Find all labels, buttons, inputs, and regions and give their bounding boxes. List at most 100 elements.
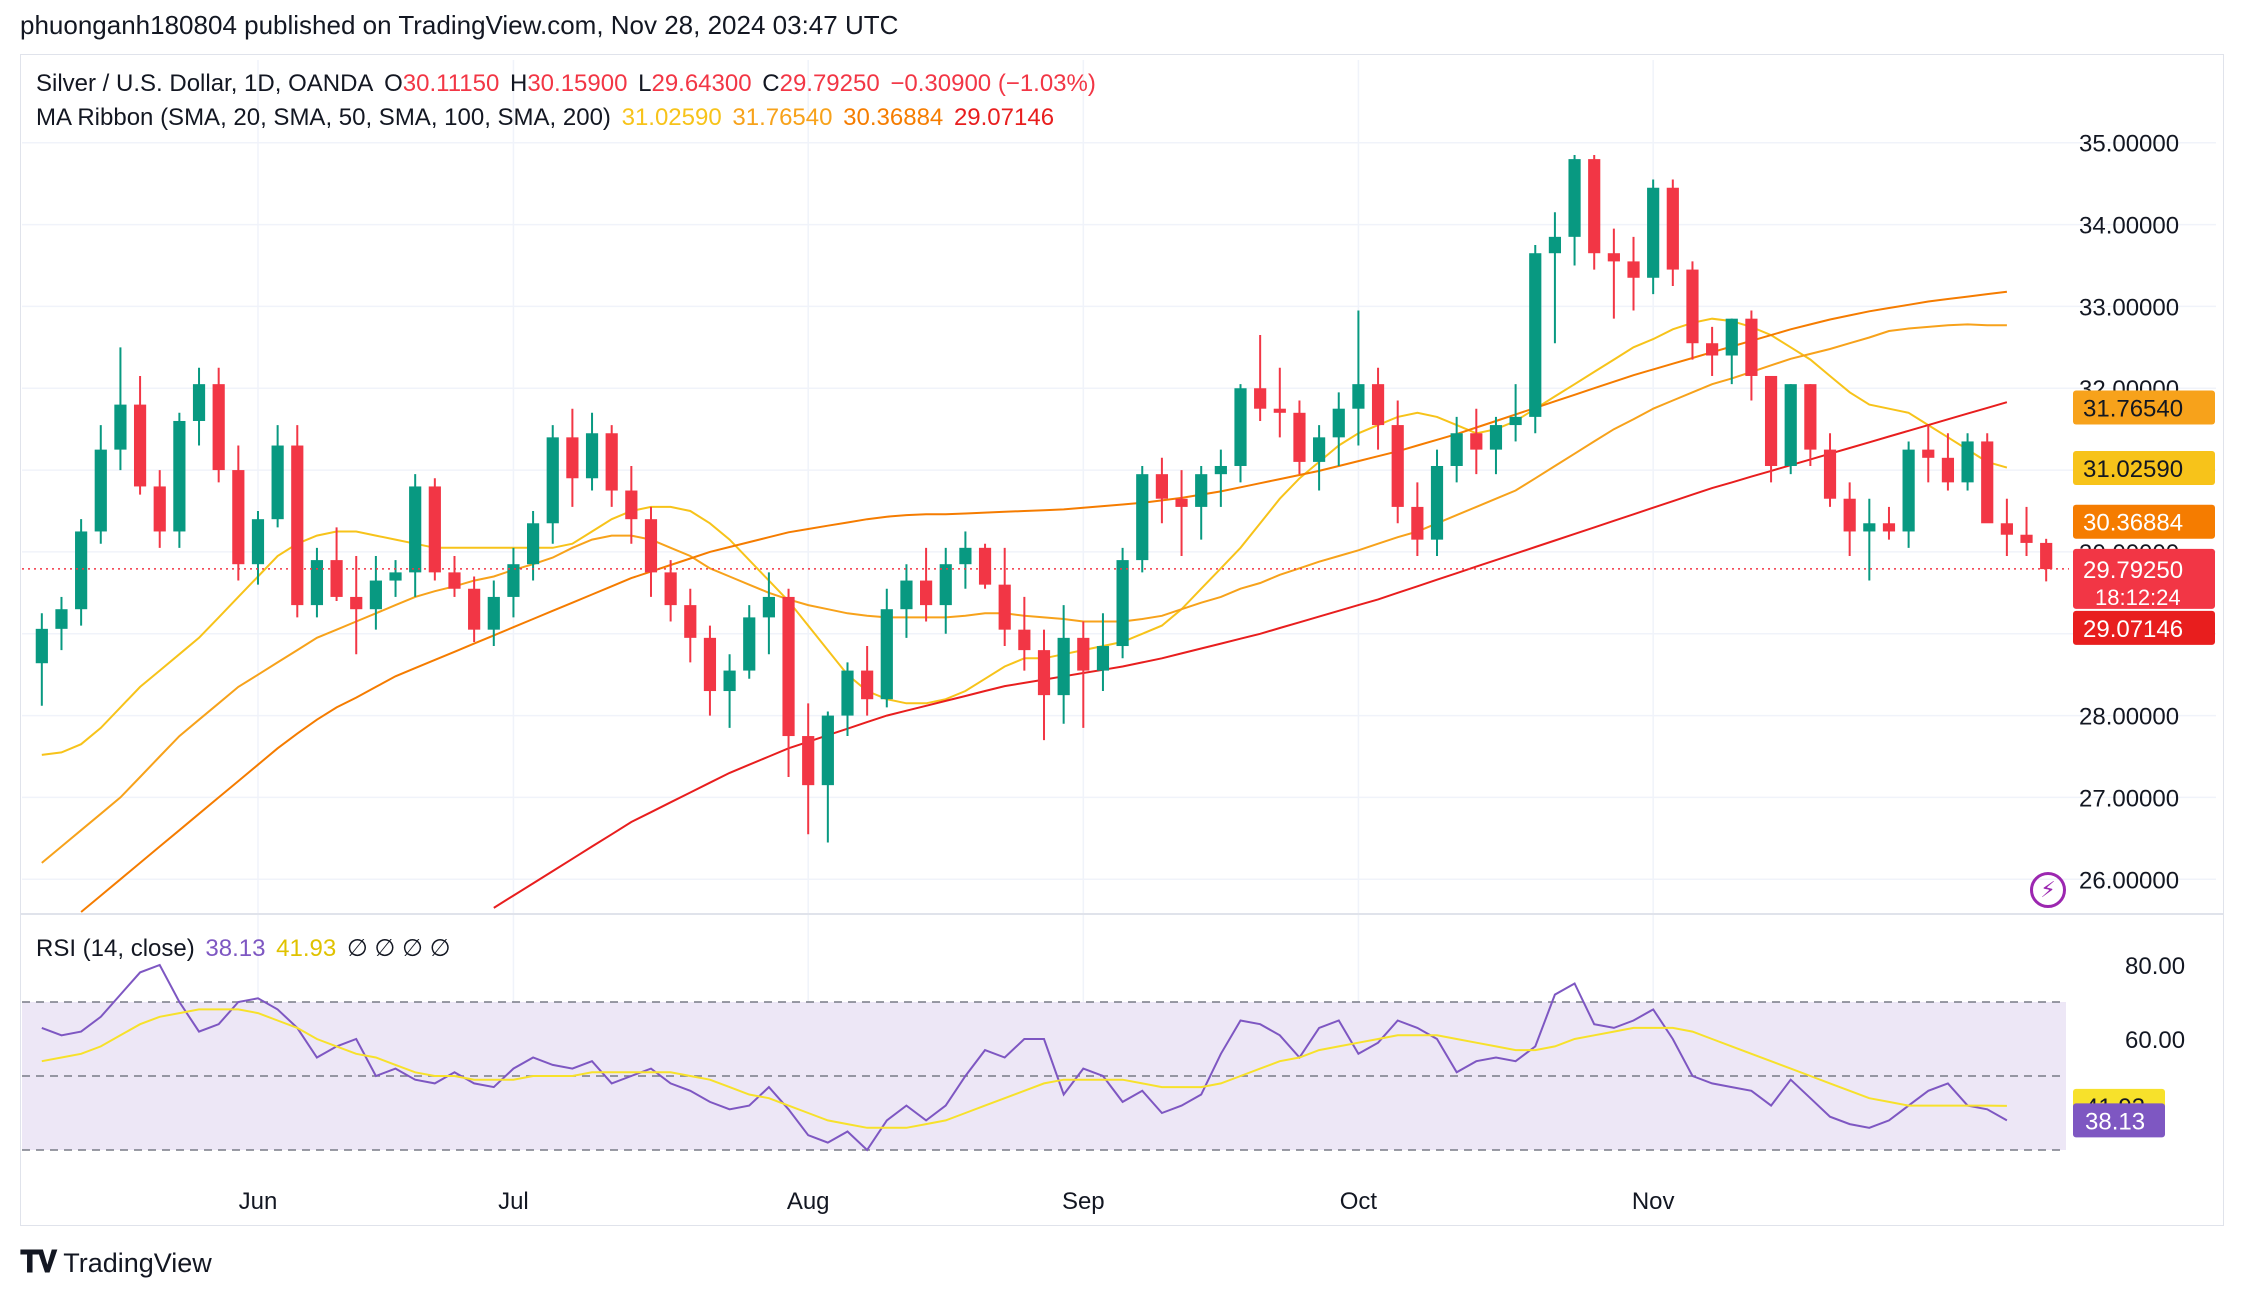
candle-body [802, 736, 815, 786]
candle-body [1882, 523, 1896, 532]
chart-frame [20, 54, 2224, 1226]
candle-body [861, 670, 874, 700]
candle-body [1548, 236, 1562, 254]
candle-body [1843, 498, 1856, 532]
price-badge-label: 29.07146 [2083, 616, 2183, 643]
candle [821, 711, 834, 843]
candle [2040, 538, 2053, 582]
candle-body [1981, 441, 1994, 524]
candle-body [1509, 416, 1522, 426]
candle [173, 412, 186, 548]
lightning-icon[interactable]: ⚡ [2030, 872, 2066, 908]
candle [75, 519, 88, 626]
candle-body [605, 433, 618, 491]
candle-body [566, 437, 579, 479]
price-badge-label: 31.02590 [2083, 456, 2183, 483]
ohlc-open-value: 30.11150 [402, 70, 500, 97]
candle-body [546, 437, 559, 524]
tv-logo-icon: 𝐓𝐕 [20, 1246, 57, 1279]
candle [2020, 506, 2033, 557]
price-tick-label: 33.00000 [2079, 294, 2179, 321]
candle [1234, 384, 1247, 483]
candle-body [1293, 412, 1306, 462]
candle [409, 474, 422, 597]
sma-line-sma100 [80, 290, 2008, 913]
candle [1489, 416, 1503, 475]
candle [35, 613, 48, 706]
candle-body [1706, 343, 1719, 356]
candle-body [1902, 449, 1915, 532]
ohlc-close-value: 29.79250 [779, 70, 880, 97]
price-badge-label: 30.36884 [2083, 510, 2183, 537]
candle [1568, 155, 1581, 266]
candle [1764, 375, 1778, 483]
candle-body [1588, 159, 1601, 254]
time-axis: Jun Jul Aug Sep Oct Nov [239, 1188, 1675, 1215]
price-badge-bg [2073, 450, 2215, 485]
candle [1214, 449, 1227, 507]
candle-body [1607, 253, 1620, 262]
candle [369, 556, 382, 630]
candle [978, 543, 992, 589]
candle [880, 588, 893, 708]
candle-body [1863, 523, 1876, 532]
candle-body [330, 560, 343, 597]
candle-body [251, 519, 265, 565]
candle-body [1313, 437, 1326, 462]
candle [1116, 547, 1129, 659]
candle-body [55, 609, 68, 629]
candle [1450, 416, 1463, 483]
candle [782, 588, 795, 777]
candle-body [2000, 523, 2013, 535]
candle-body [448, 572, 461, 589]
candle [1981, 433, 1994, 524]
ma-ribbon-legend[interactable]: MA Ribbon (SMA, 20, SMA, 50, SMA, 100, S… [36, 104, 1058, 132]
candle-body [526, 523, 540, 565]
rsi-legend[interactable]: RSI (14, close) 38.13 41.93 ∅ ∅ ∅ ∅ [36, 934, 455, 963]
candle-body [1666, 187, 1679, 270]
candle-body [310, 560, 324, 606]
candle-body [684, 605, 697, 638]
candle [1391, 400, 1404, 524]
candle [1352, 310, 1365, 446]
publisher-line: phuonganh180804 published on TradingView… [20, 10, 899, 40]
candle-body [1922, 449, 1935, 458]
candle [212, 367, 225, 483]
candle [703, 625, 717, 716]
candle-body [1686, 269, 1699, 344]
candle [546, 425, 559, 544]
candle [389, 560, 402, 597]
candle [232, 445, 245, 581]
candle [585, 412, 599, 491]
ohlc-open-label: O [384, 70, 403, 97]
candle [251, 511, 265, 585]
candle [1745, 310, 1758, 401]
candle [468, 576, 481, 642]
candle [1371, 367, 1385, 450]
candle-body [1823, 449, 1837, 499]
price-tick-label: 28.00000 [2079, 704, 2179, 731]
candle-body [507, 564, 520, 597]
candle [1273, 367, 1286, 438]
candle [2000, 498, 2013, 557]
candle-body [998, 584, 1011, 630]
candle-body [1254, 388, 1267, 409]
countdown-label: 18:12:24 [2095, 585, 2181, 610]
candle-body [978, 547, 992, 585]
candle-body [212, 384, 225, 471]
candle [1430, 449, 1444, 557]
candle [1627, 236, 1640, 311]
candle-body [1647, 187, 1660, 278]
rsi-badge-label: 38.13 [2085, 1108, 2145, 1135]
symbol-legend[interactable]: Silver / U.S. Dollar, 1D, OANDA O30.1115… [36, 70, 1100, 98]
candle-body [900, 580, 913, 610]
price-tick-label: 35.00000 [2079, 131, 2179, 158]
candle-body [1627, 261, 1640, 278]
price-badge: 29.07146 [2073, 610, 2215, 645]
candle-body [1764, 375, 1778, 466]
sma200-value: 29.07146 [953, 104, 1055, 131]
ohlc-high-label: H [509, 70, 528, 97]
rsi-ma-value: 41.93 [276, 935, 337, 962]
rsi-tick-label: 60.00 [2125, 1027, 2185, 1054]
